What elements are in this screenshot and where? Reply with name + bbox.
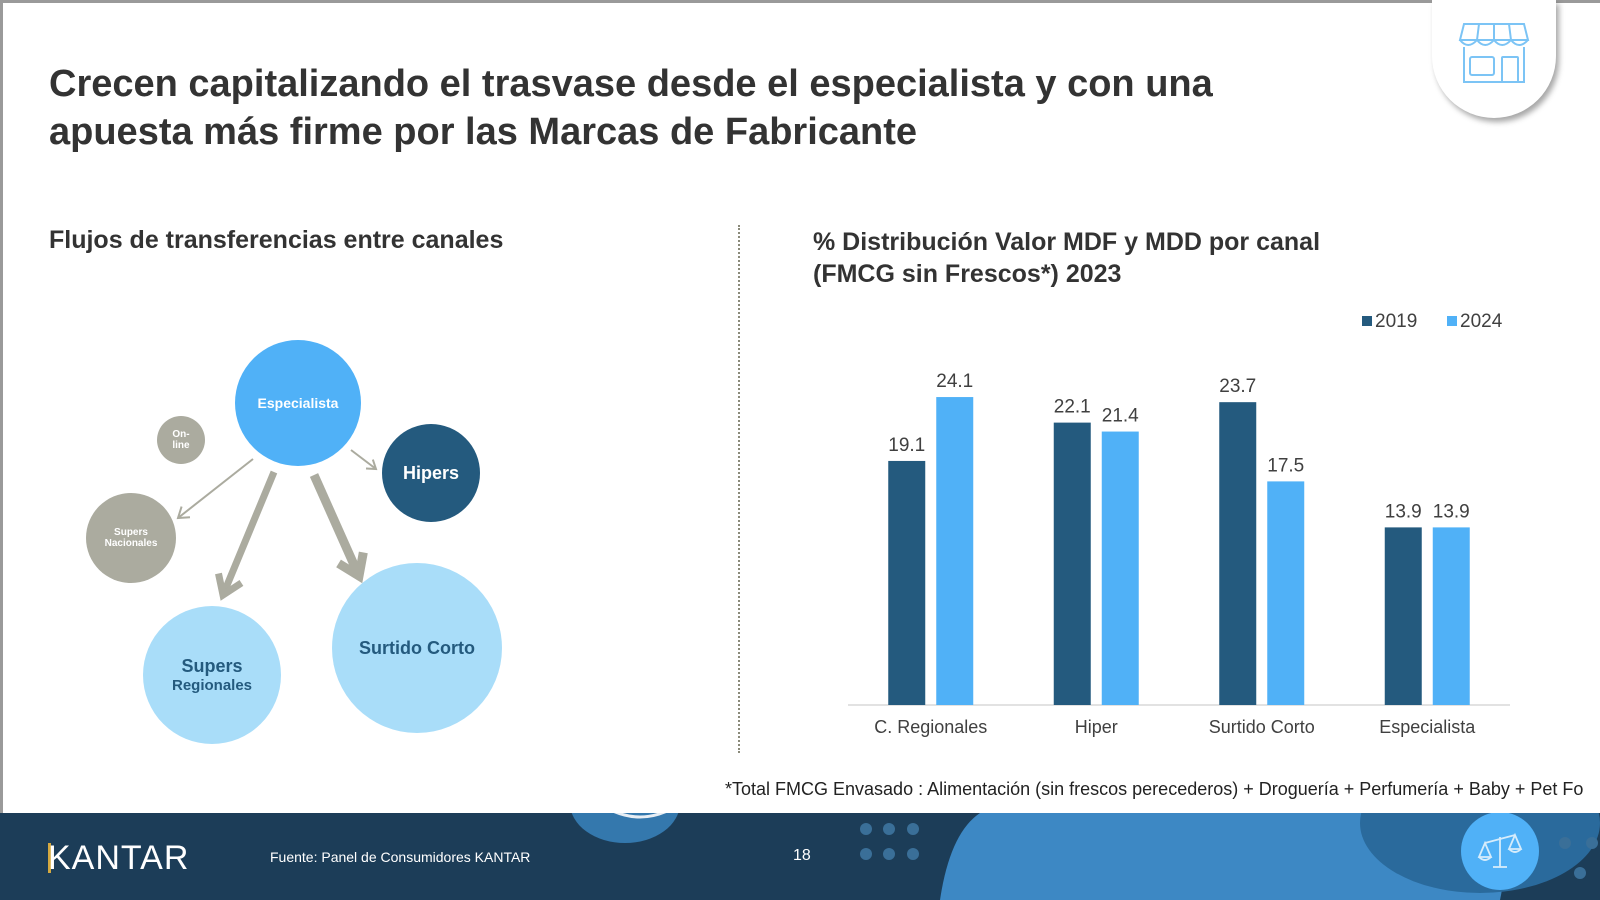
chart-title-line-1: % Distribución Valor MDF y MDD por canal <box>813 228 1321 256</box>
bar-2024-1 <box>1101 431 1139 705</box>
node-sublabel: line <box>172 439 190 451</box>
node-label: On- <box>172 428 190 440</box>
footnote: *Total FMCG Envasado : Alimentación (sin… <box>725 779 1584 799</box>
node-supers-regionales: Supers Regionales <box>143 606 281 744</box>
node-sublabel: Regionales <box>171 676 253 694</box>
title-line-1: Crecen capitalizando el trasvase desde e… <box>49 63 1213 105</box>
x-tick-label: Especialista <box>1379 717 1476 737</box>
legend-label-2019: 2019 <box>1375 311 1417 332</box>
bar-2024-2 <box>1267 481 1305 705</box>
data-label-2024-2: 17.5 <box>1267 455 1304 476</box>
arrow-to-supers-nacionales-head <box>176 506 191 520</box>
data-label-2024-1: 21.4 <box>1102 406 1139 427</box>
node-label: Surtido Corto <box>359 637 475 658</box>
arrow-to-surtido-corto <box>309 473 364 578</box>
store-icon <box>1458 23 1530 83</box>
bar-2019-0 <box>888 460 926 705</box>
title-line-2: apuesta más firme por las Marcas de Fabr… <box>49 111 918 153</box>
node-label: Hipers <box>402 462 460 483</box>
footer-decoration <box>571 813 1600 900</box>
x-tick-label: Hiper <box>1075 717 1118 737</box>
page-number: 18 <box>793 847 811 864</box>
bar-2024-0 <box>936 397 974 705</box>
arrow-to-supers-regionales <box>219 470 278 597</box>
data-label-2019-2: 23.7 <box>1219 376 1256 397</box>
bar-chart: 19.1 24.1 C. Regionales 22.1 21.4 Hiper 23.7 17… <box>848 311 1510 737</box>
x-tick-label: C. Regionales <box>874 717 987 737</box>
data-label-2024-0: 24.1 <box>936 371 973 392</box>
footer: KANTAR Fuente: Panel de Consumidores KAN… <box>0 813 1600 900</box>
x-tick-label: Surtido Corto <box>1209 717 1315 737</box>
node-especialista: Especialista <box>235 340 361 466</box>
chart-title: % Distribución Valor MDF y MDD por canal… <box>813 226 1433 290</box>
panel-divider <box>738 225 740 753</box>
legend-label-2024: 2024 <box>1460 311 1503 332</box>
store-badge <box>1432 0 1556 118</box>
node-label: Supers <box>114 526 148 538</box>
arrow-to-surtido-corto-head <box>336 551 368 584</box>
data-label-2019-0: 19.1 <box>888 435 925 456</box>
flows-title: Flujos de transferencias entre canales <box>49 226 504 254</box>
data-label-2019-1: 22.1 <box>1054 397 1091 418</box>
bar-2019-2 <box>1219 402 1257 705</box>
node-label: Especialista <box>257 395 339 411</box>
slide-title: Crecen capitalizando el trasvase desde e… <box>49 60 1369 156</box>
bar-2024-3 <box>1432 527 1470 705</box>
node-label: Supers <box>181 655 243 676</box>
kantar-logo: KANTAR <box>48 839 190 877</box>
data-label-2019-3: 13.9 <box>1385 501 1422 522</box>
source-text: Fuente: Panel de Consumidores KANTAR <box>270 849 531 865</box>
balance-scale-icon <box>1477 832 1523 868</box>
arrow-to-supers-nacionales <box>177 458 254 519</box>
chart-title-line-2: (FMCG sin Frescos*) 2023 <box>813 260 1122 288</box>
arrow-to-hipers <box>350 449 377 470</box>
flow-arrows <box>176 449 378 601</box>
arrow-to-hipers-head <box>365 459 378 471</box>
node-online: On-line <box>157 416 205 464</box>
node-sublabel: Nacionales <box>104 537 158 549</box>
node-supers-nacionales: Supers Nacionales <box>86 493 176 583</box>
logo-accent-bar <box>48 843 51 873</box>
arrow-to-supers-regionales-head <box>215 572 244 601</box>
bar-2019-3 <box>1384 527 1422 705</box>
data-label-2024-3: 13.9 <box>1433 501 1470 522</box>
legend-swatch-2019 <box>1362 316 1372 326</box>
legend-swatch-2024 <box>1447 316 1457 326</box>
bar-2019-1 <box>1053 422 1091 705</box>
node-surtido-corto: Surtido Corto <box>332 563 502 733</box>
node-hipers: Hipers <box>382 424 480 522</box>
